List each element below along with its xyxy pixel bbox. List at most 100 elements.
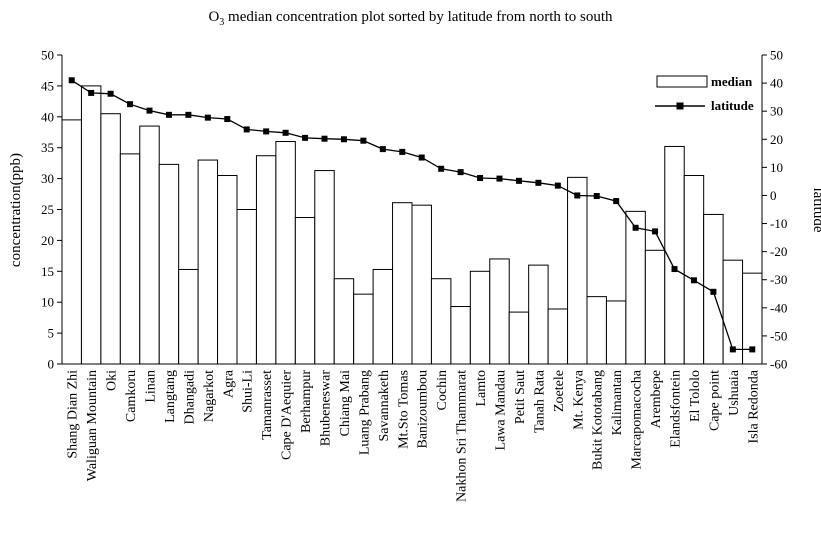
x-tick-label: Mt. Kenya [571, 369, 586, 430]
bar-median [80, 85, 102, 365]
bar-median [625, 210, 646, 365]
bar-median [528, 264, 549, 365]
x-tick-label: Shui-Li [241, 370, 256, 413]
latitude-point [574, 192, 581, 199]
legend-median-swatch [656, 75, 708, 88]
bar-median [100, 113, 121, 365]
latitude-point [243, 126, 250, 133]
latitude-point [535, 179, 542, 186]
bar-median [644, 249, 666, 365]
y2-axis-label: latitude [810, 188, 821, 233]
y2-tick-label: -30 [770, 272, 787, 287]
y-tick-label: 0 [48, 357, 55, 372]
y2-tick-label: 30 [770, 104, 783, 119]
bar-median [605, 300, 627, 365]
legend: median latitude [655, 74, 754, 113]
y2-tick-label: -10 [770, 216, 787, 231]
bar-median [314, 170, 335, 365]
latitude-point [224, 116, 231, 123]
x-tick-label: Elandsfontein [669, 370, 684, 448]
x-tick-label: Banizoumbou [416, 370, 431, 449]
x-tick-label: Chiang Mai [338, 370, 353, 437]
bar-median [119, 153, 141, 365]
latitude-point [321, 135, 328, 142]
bar-median [294, 217, 316, 365]
legend-median-label: median [711, 74, 753, 89]
x-tick-label: Kalimantan [610, 370, 625, 435]
latitude-point [263, 128, 270, 135]
latitude-point [710, 288, 717, 295]
latitude-point [690, 277, 697, 284]
x-tick-label: Agra [221, 369, 236, 398]
y2-tick-label: -20 [770, 244, 787, 259]
latitude-point [88, 89, 95, 96]
bar-median [217, 175, 238, 365]
latitude-point [749, 346, 756, 353]
x-tick-label: Cochin [435, 370, 450, 410]
x-tick-label: Isla Redonda [746, 369, 761, 443]
bar-median [508, 311, 530, 365]
x-tick-label: Berhampur [299, 370, 314, 433]
x-tick-label: Oki [105, 370, 120, 391]
latitude-point [379, 146, 386, 153]
x-tick-label: Camkoru [124, 370, 139, 422]
latitude-point [613, 198, 620, 205]
labels-layer: 0 5 10 15 20 25 30 35 40 45 50 -60 -50 -40 -30 -20 -10 0 1… [41, 48, 787, 502]
latitude-point [185, 111, 192, 118]
bar-median [586, 296, 607, 365]
x-tick-label: Lamto [474, 370, 489, 407]
y-tick-label: 30 [41, 171, 54, 186]
latitude-point [515, 177, 522, 184]
legend-latitude-label: latitude [711, 98, 754, 113]
bars-layer [61, 85, 763, 365]
latitude-point [554, 182, 561, 189]
x-tick-label: Marcapomacocha [630, 369, 645, 469]
bar-median [275, 141, 296, 365]
y-tick-label: 45 [41, 78, 54, 93]
x-tick-label: Cape D'Aequier [280, 370, 295, 460]
bar-median [333, 278, 355, 365]
bar-median [567, 176, 588, 365]
x-tick-label: Tamanrasset [260, 370, 275, 440]
x-tick-label: Nakhon Sri Thammarat [455, 370, 470, 502]
bar-median [489, 258, 510, 365]
latitude-point [302, 134, 309, 141]
bar-median [236, 209, 257, 365]
bar-median [61, 119, 82, 365]
legend-latitude-marker [676, 102, 684, 110]
y2-tick-label: -40 [770, 300, 787, 315]
latitude-point [399, 148, 406, 155]
x-tick-label: Linan [144, 370, 159, 403]
y2-tick-label: 10 [770, 160, 783, 175]
latitude-line [71, 79, 753, 351]
bar-median [547, 308, 569, 365]
y-tick-label: 35 [41, 140, 54, 155]
latitude-point [418, 154, 425, 161]
bar-median [469, 270, 491, 365]
y2-tick-label: -60 [770, 357, 787, 372]
latitude-point [68, 77, 75, 84]
y-tick-label: 50 [41, 48, 54, 63]
latitude-point [457, 169, 464, 176]
y-tick-label: 40 [41, 109, 54, 124]
x-tick-label: Mt.Sto Tomas [396, 370, 411, 449]
x-tick-label: Savannaketh [377, 370, 392, 442]
latitude-point [652, 228, 659, 235]
chart-title: O3 median concentration plot sorted by l… [208, 9, 613, 28]
latitude-point [282, 129, 289, 136]
x-tick-label: Zoetele [552, 370, 567, 412]
y2-tick-label: 40 [770, 76, 783, 91]
latitude-point [496, 175, 503, 182]
y2-tick-label: 20 [770, 132, 783, 147]
latitude-point [204, 114, 211, 121]
latitude-point [671, 266, 678, 273]
latitude-point [438, 165, 445, 172]
bar-median [683, 175, 705, 365]
x-tick-label: Langtang [163, 370, 178, 423]
latitude-line-layer [68, 77, 756, 353]
x-tick-label: Nagarkot [202, 370, 217, 422]
x-tick-label: Bhubeneswar [319, 370, 334, 447]
x-tick-label: Petit Saut [513, 370, 528, 424]
x-tick-label: Shang Dian Zhi [66, 370, 81, 459]
bar-median [372, 268, 394, 365]
